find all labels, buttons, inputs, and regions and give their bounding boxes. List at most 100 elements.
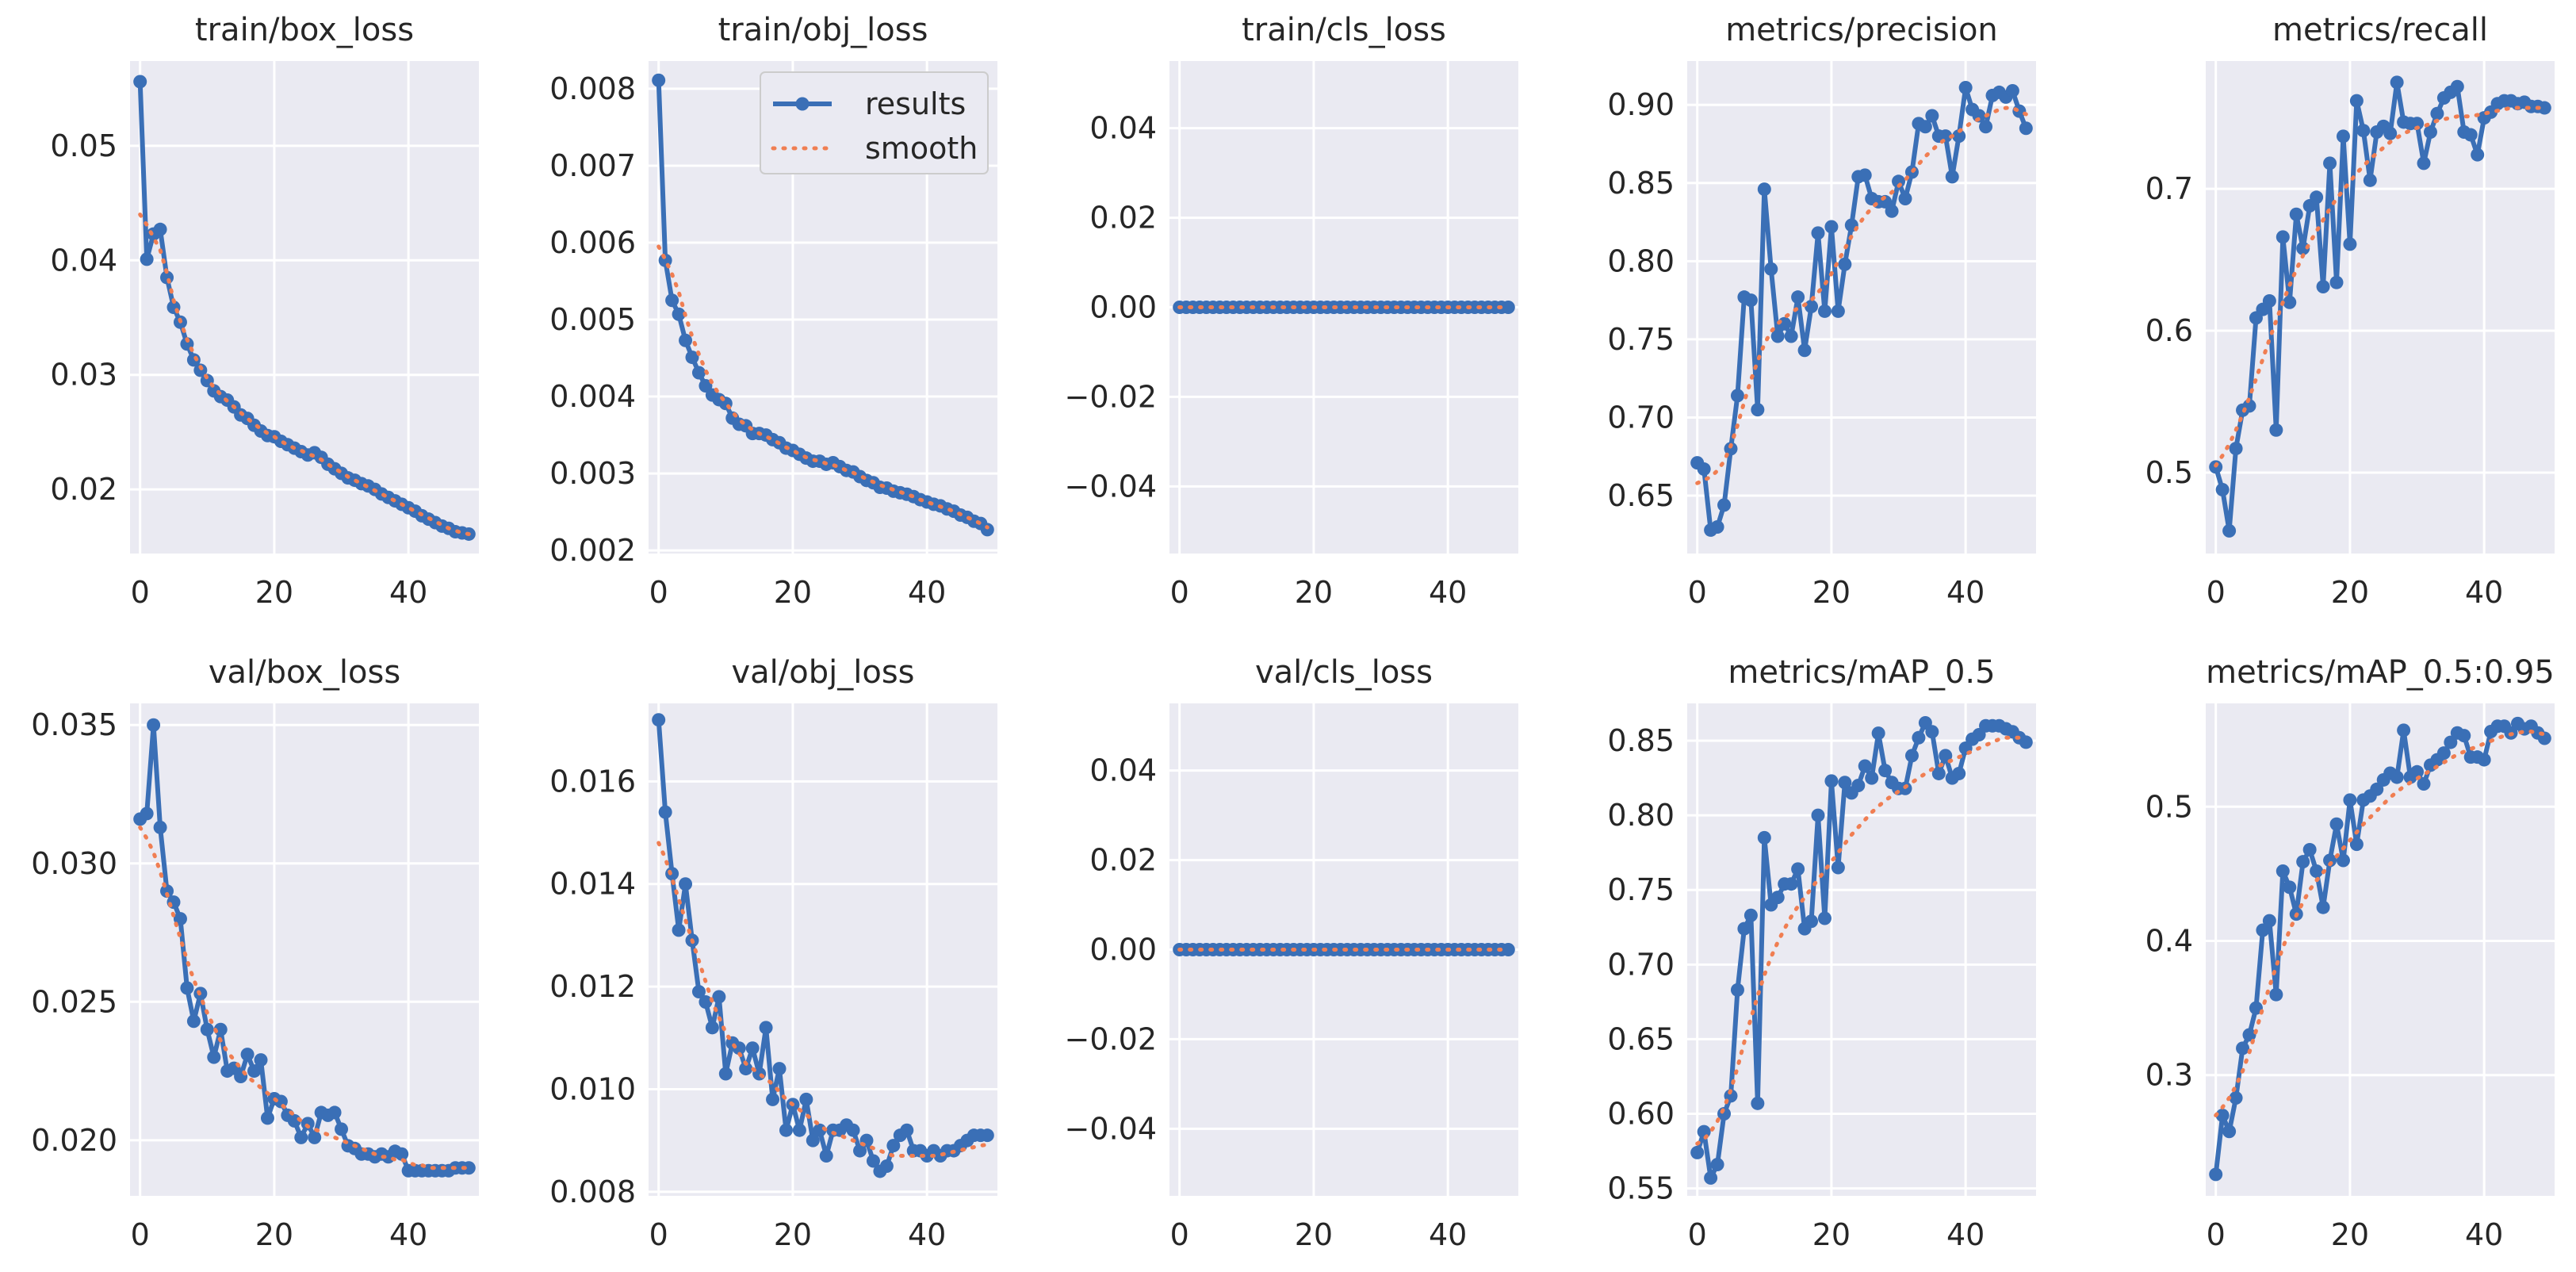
y-tick-label: −0.04 bbox=[1065, 469, 1157, 504]
results-point bbox=[461, 1161, 476, 1175]
results-point bbox=[2310, 864, 2324, 879]
plot-area bbox=[130, 703, 479, 1196]
chart-panel: metrics/recall 0 20 40 0.5 0.6 0.7 bbox=[2145, 12, 2555, 610]
x-tick-label: 0 bbox=[131, 575, 150, 610]
x-tick-label: 40 bbox=[389, 575, 427, 610]
x-tick-label: 20 bbox=[774, 1217, 812, 1252]
results-point bbox=[2296, 855, 2310, 869]
smooth-series-line bbox=[138, 213, 471, 536]
x-tick-label: 20 bbox=[1812, 575, 1851, 610]
results-point bbox=[167, 895, 181, 910]
y-tick-label: 0.85 bbox=[1607, 723, 1675, 758]
y-tick-label: 0.002 bbox=[549, 533, 636, 568]
y-tick-label: 0.007 bbox=[549, 148, 636, 183]
chart-title: train/cls_loss bbox=[1242, 12, 1446, 48]
x-tick-label: 20 bbox=[1812, 1217, 1851, 1252]
results-point bbox=[2417, 777, 2431, 791]
y-tick-label: 0.65 bbox=[1607, 1021, 1675, 1056]
smooth-series-line bbox=[1695, 105, 2028, 485]
y-tick-label: 0.035 bbox=[31, 707, 117, 742]
results-point bbox=[745, 1041, 760, 1056]
results-point bbox=[300, 1117, 315, 1131]
y-tick-label: 0.004 bbox=[549, 379, 636, 414]
results-point bbox=[260, 1111, 274, 1125]
y-tick-label: 0.04 bbox=[1089, 753, 1157, 788]
results-point bbox=[2410, 117, 2425, 131]
results-point bbox=[2336, 129, 2350, 144]
results-point bbox=[1858, 168, 1872, 182]
results-point bbox=[792, 1123, 806, 1137]
legend-results-marker bbox=[795, 97, 810, 111]
chart-title: val/obj_loss bbox=[731, 654, 914, 691]
results-point bbox=[1878, 764, 1893, 778]
results-point bbox=[1939, 749, 1953, 763]
results-point bbox=[819, 1149, 833, 1163]
results-point bbox=[2463, 128, 2478, 142]
results-point bbox=[186, 1014, 201, 1029]
y-tick-label: 0.5 bbox=[2145, 455, 2193, 490]
results-point bbox=[1757, 830, 1771, 845]
x-tick-label: 20 bbox=[1295, 1217, 1333, 1252]
y-tick-label: 0.008 bbox=[549, 1174, 636, 1209]
results-point bbox=[327, 1105, 342, 1120]
chart-title: val/box_loss bbox=[209, 654, 400, 691]
results-point bbox=[2477, 753, 2491, 767]
chart-title: metrics/recall bbox=[2272, 12, 2488, 48]
results-point bbox=[2242, 1028, 2256, 1042]
results-point bbox=[2215, 482, 2230, 496]
results-point bbox=[2289, 207, 2303, 221]
results-point bbox=[2276, 864, 2290, 879]
smooth-series-line bbox=[656, 841, 989, 1159]
results-point bbox=[207, 1050, 221, 1064]
y-tick-label: 0.02 bbox=[50, 472, 117, 507]
results-point bbox=[180, 981, 194, 995]
results-point bbox=[1925, 725, 1939, 739]
results-point bbox=[147, 718, 161, 732]
results-point bbox=[1912, 730, 1926, 745]
y-tick-label: 0.75 bbox=[1607, 872, 1675, 907]
results-point bbox=[1791, 290, 1805, 305]
results-point bbox=[2005, 83, 2019, 98]
y-tick-label: 0.00 bbox=[1089, 290, 1157, 325]
results-point bbox=[1871, 726, 1885, 741]
results-point bbox=[395, 1147, 409, 1161]
x-tick-label: 40 bbox=[908, 575, 946, 610]
y-tick-label: 0.04 bbox=[1089, 111, 1157, 146]
y-tick-label: 0.75 bbox=[1607, 322, 1675, 357]
results-point bbox=[980, 523, 994, 537]
results-point bbox=[886, 1139, 901, 1153]
results-point bbox=[294, 1130, 308, 1144]
y-tick-label: 0.85 bbox=[1607, 166, 1675, 201]
results-point bbox=[772, 1062, 787, 1076]
results-point bbox=[2222, 523, 2237, 538]
results-point bbox=[308, 1130, 322, 1144]
y-tick-label: 0.012 bbox=[549, 969, 636, 1004]
results-point bbox=[1710, 1157, 1724, 1171]
results-point bbox=[2383, 126, 2398, 140]
results-point bbox=[200, 1022, 214, 1036]
results-point bbox=[1898, 191, 1912, 205]
results-point bbox=[2457, 729, 2471, 743]
y-tick-label: 0.02 bbox=[1089, 843, 1157, 878]
smooth-series-line bbox=[2214, 105, 2547, 468]
smooth-series-line bbox=[1695, 735, 2028, 1146]
results-point bbox=[1717, 498, 1732, 512]
chart-title: metrics/mAP_0.5 bbox=[1728, 654, 1995, 691]
results-point bbox=[2336, 853, 2350, 868]
results-point bbox=[685, 351, 699, 365]
results-point bbox=[1743, 293, 1758, 308]
results-point bbox=[2390, 770, 2404, 784]
results-point bbox=[1724, 442, 1738, 456]
y-tick-label: 0.60 bbox=[1607, 1097, 1675, 1132]
legend-results-label: results bbox=[865, 86, 966, 121]
x-tick-label: 20 bbox=[255, 575, 293, 610]
chart-title: train/box_loss bbox=[195, 12, 414, 48]
results-point bbox=[779, 1123, 793, 1137]
y-tick-label: 0.016 bbox=[549, 764, 636, 799]
chart-title: val/cls_loss bbox=[1255, 654, 1433, 691]
results-point bbox=[1838, 257, 1852, 271]
results-point bbox=[1811, 226, 1825, 240]
results-point bbox=[2323, 853, 2337, 868]
results-point bbox=[1704, 1170, 1718, 1185]
results-point bbox=[1918, 120, 1932, 134]
